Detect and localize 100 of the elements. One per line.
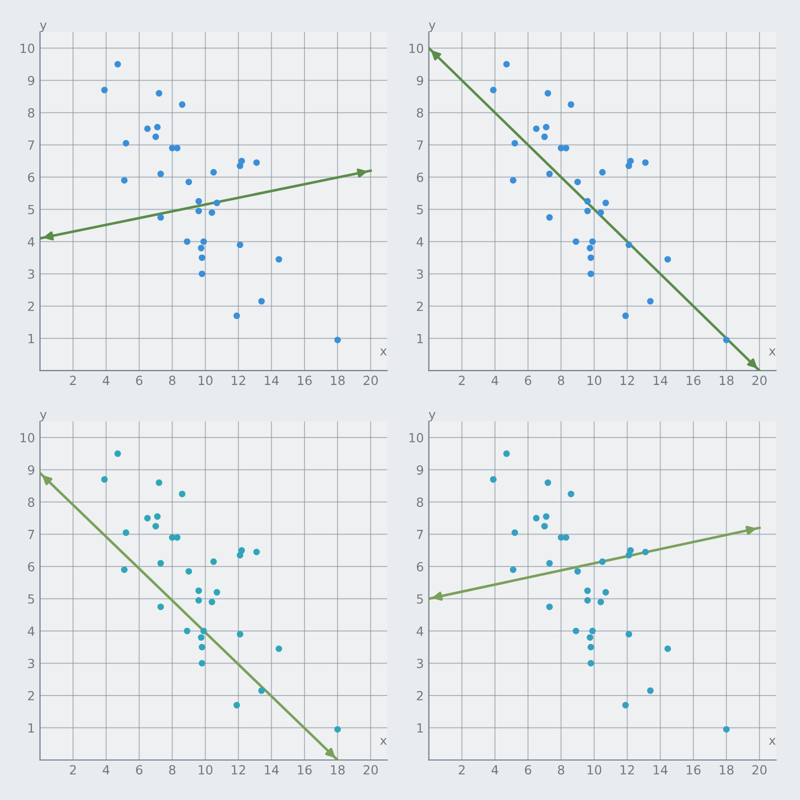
x-tick-label: 2 — [70, 376, 76, 385]
x-tick-label: 6 — [136, 376, 142, 386]
y-tick-label: 3 — [28, 269, 34, 279]
point — [186, 178, 192, 186]
point — [542, 124, 550, 130]
x-tick-label: 8 — [169, 376, 176, 386]
x-axis-title: x — [380, 738, 387, 745]
point — [210, 169, 217, 176]
y-tick-label: 7 — [417, 140, 423, 150]
point — [156, 479, 162, 486]
y-tick-label: 6 — [28, 562, 34, 572]
point — [233, 312, 240, 320]
point — [236, 162, 244, 170]
point — [490, 86, 497, 94]
point — [542, 513, 550, 520]
y-axis-title: y — [428, 22, 436, 32]
x-tick-label: 12 — [232, 376, 246, 385]
point — [198, 244, 204, 252]
point — [584, 587, 591, 594]
point — [599, 558, 606, 565]
point — [586, 244, 594, 252]
x-tick-label: 2 — [458, 376, 465, 385]
point — [121, 566, 128, 573]
point — [121, 177, 128, 184]
point — [546, 214, 553, 221]
point — [198, 644, 206, 650]
y-axis-title: y — [40, 22, 47, 32]
x-tick-label: 14 — [264, 376, 279, 385]
y-tick-label: 6 — [28, 172, 34, 182]
x-tick-label: 6 — [136, 765, 142, 775]
x-tick-label: 12 — [620, 765, 634, 774]
x-tick-label: 18 — [720, 765, 734, 775]
point — [156, 90, 162, 97]
point — [198, 254, 206, 261]
y-tick-label: 9 — [28, 76, 34, 86]
point — [236, 552, 244, 558]
point — [589, 628, 596, 634]
point — [572, 628, 580, 634]
y-tick-label: 5 — [28, 205, 34, 214]
y-tick-label: 10 — [409, 44, 424, 54]
point — [114, 60, 121, 68]
point — [276, 256, 282, 263]
point — [512, 529, 518, 536]
y-tick-label: 10 — [20, 432, 34, 442]
point — [574, 178, 581, 186]
y-tick-label: 2 — [416, 302, 423, 311]
point — [546, 604, 553, 610]
y-tick-label: 7 — [28, 140, 34, 150]
y-tick-label: 10 — [409, 432, 424, 442]
x-tick-label: 4 — [492, 765, 498, 774]
y-tick-label: 5 — [416, 594, 423, 604]
point — [144, 514, 151, 522]
point — [626, 242, 632, 248]
point — [144, 125, 151, 132]
y-tick-label: 2 — [416, 690, 423, 700]
point — [195, 198, 202, 205]
point — [152, 522, 159, 530]
y-tick-label: 5 — [416, 205, 423, 214]
y-tick-label: 8 — [28, 497, 34, 507]
y-tick-label: 2 — [28, 690, 34, 700]
point — [622, 312, 629, 320]
point — [664, 256, 671, 263]
point — [200, 628, 207, 634]
y-tick-label: 4 — [28, 626, 34, 636]
y-tick-label: 7 — [417, 530, 423, 540]
point — [154, 124, 161, 130]
y-tick-label: 3 — [28, 658, 34, 668]
point — [602, 589, 609, 596]
point — [642, 159, 649, 166]
point — [178, 490, 186, 498]
point — [157, 170, 164, 178]
point — [546, 170, 553, 178]
x-tick-label: 18 — [330, 376, 345, 386]
y-tick-label: 9 — [416, 76, 424, 86]
x-tick-label: 16 — [686, 765, 701, 775]
point — [602, 200, 609, 206]
point — [253, 159, 260, 166]
point — [184, 628, 190, 634]
point — [584, 208, 591, 214]
point — [101, 476, 108, 483]
point — [586, 634, 594, 641]
point — [647, 687, 654, 694]
y-tick-label: 1 — [28, 723, 34, 732]
point — [157, 214, 164, 221]
y-tick-label: 6 — [416, 562, 424, 572]
point — [626, 162, 632, 170]
y-axis-title: y — [428, 412, 436, 422]
point — [122, 140, 130, 147]
point — [208, 598, 216, 606]
point — [490, 476, 497, 483]
y-tick-label: 7 — [28, 530, 34, 540]
point — [562, 144, 570, 152]
point — [546, 560, 553, 567]
x-tick-label: 2 — [70, 765, 76, 774]
point — [122, 529, 130, 536]
y-tick-label: 8 — [416, 108, 424, 118]
point — [544, 479, 552, 486]
point — [510, 566, 516, 573]
x-tick-label: 4 — [492, 376, 498, 385]
point — [588, 644, 594, 650]
